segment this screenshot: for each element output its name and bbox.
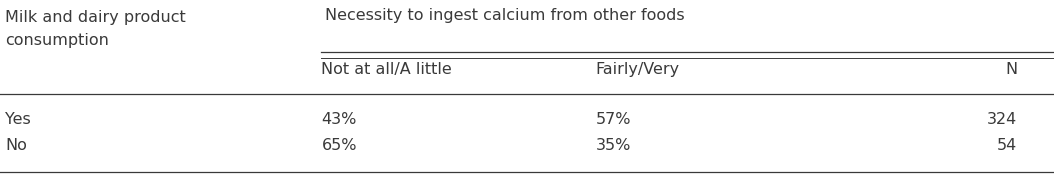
Text: Necessity to ingest calcium from other foods: Necessity to ingest calcium from other f… (325, 8, 684, 23)
Text: Not at all/A little: Not at all/A little (321, 62, 452, 77)
Text: N: N (1004, 62, 1017, 77)
Text: 43%: 43% (321, 112, 357, 127)
Text: Yes: Yes (5, 112, 31, 127)
Text: No: No (5, 138, 27, 153)
Text: 324: 324 (987, 112, 1017, 127)
Text: 65%: 65% (321, 138, 357, 153)
Text: Fairly/Very: Fairly/Very (596, 62, 680, 77)
Text: 57%: 57% (596, 112, 631, 127)
Text: consumption: consumption (5, 33, 110, 48)
Text: Milk and dairy product: Milk and dairy product (5, 10, 186, 25)
Text: 35%: 35% (596, 138, 631, 153)
Text: 54: 54 (997, 138, 1017, 153)
